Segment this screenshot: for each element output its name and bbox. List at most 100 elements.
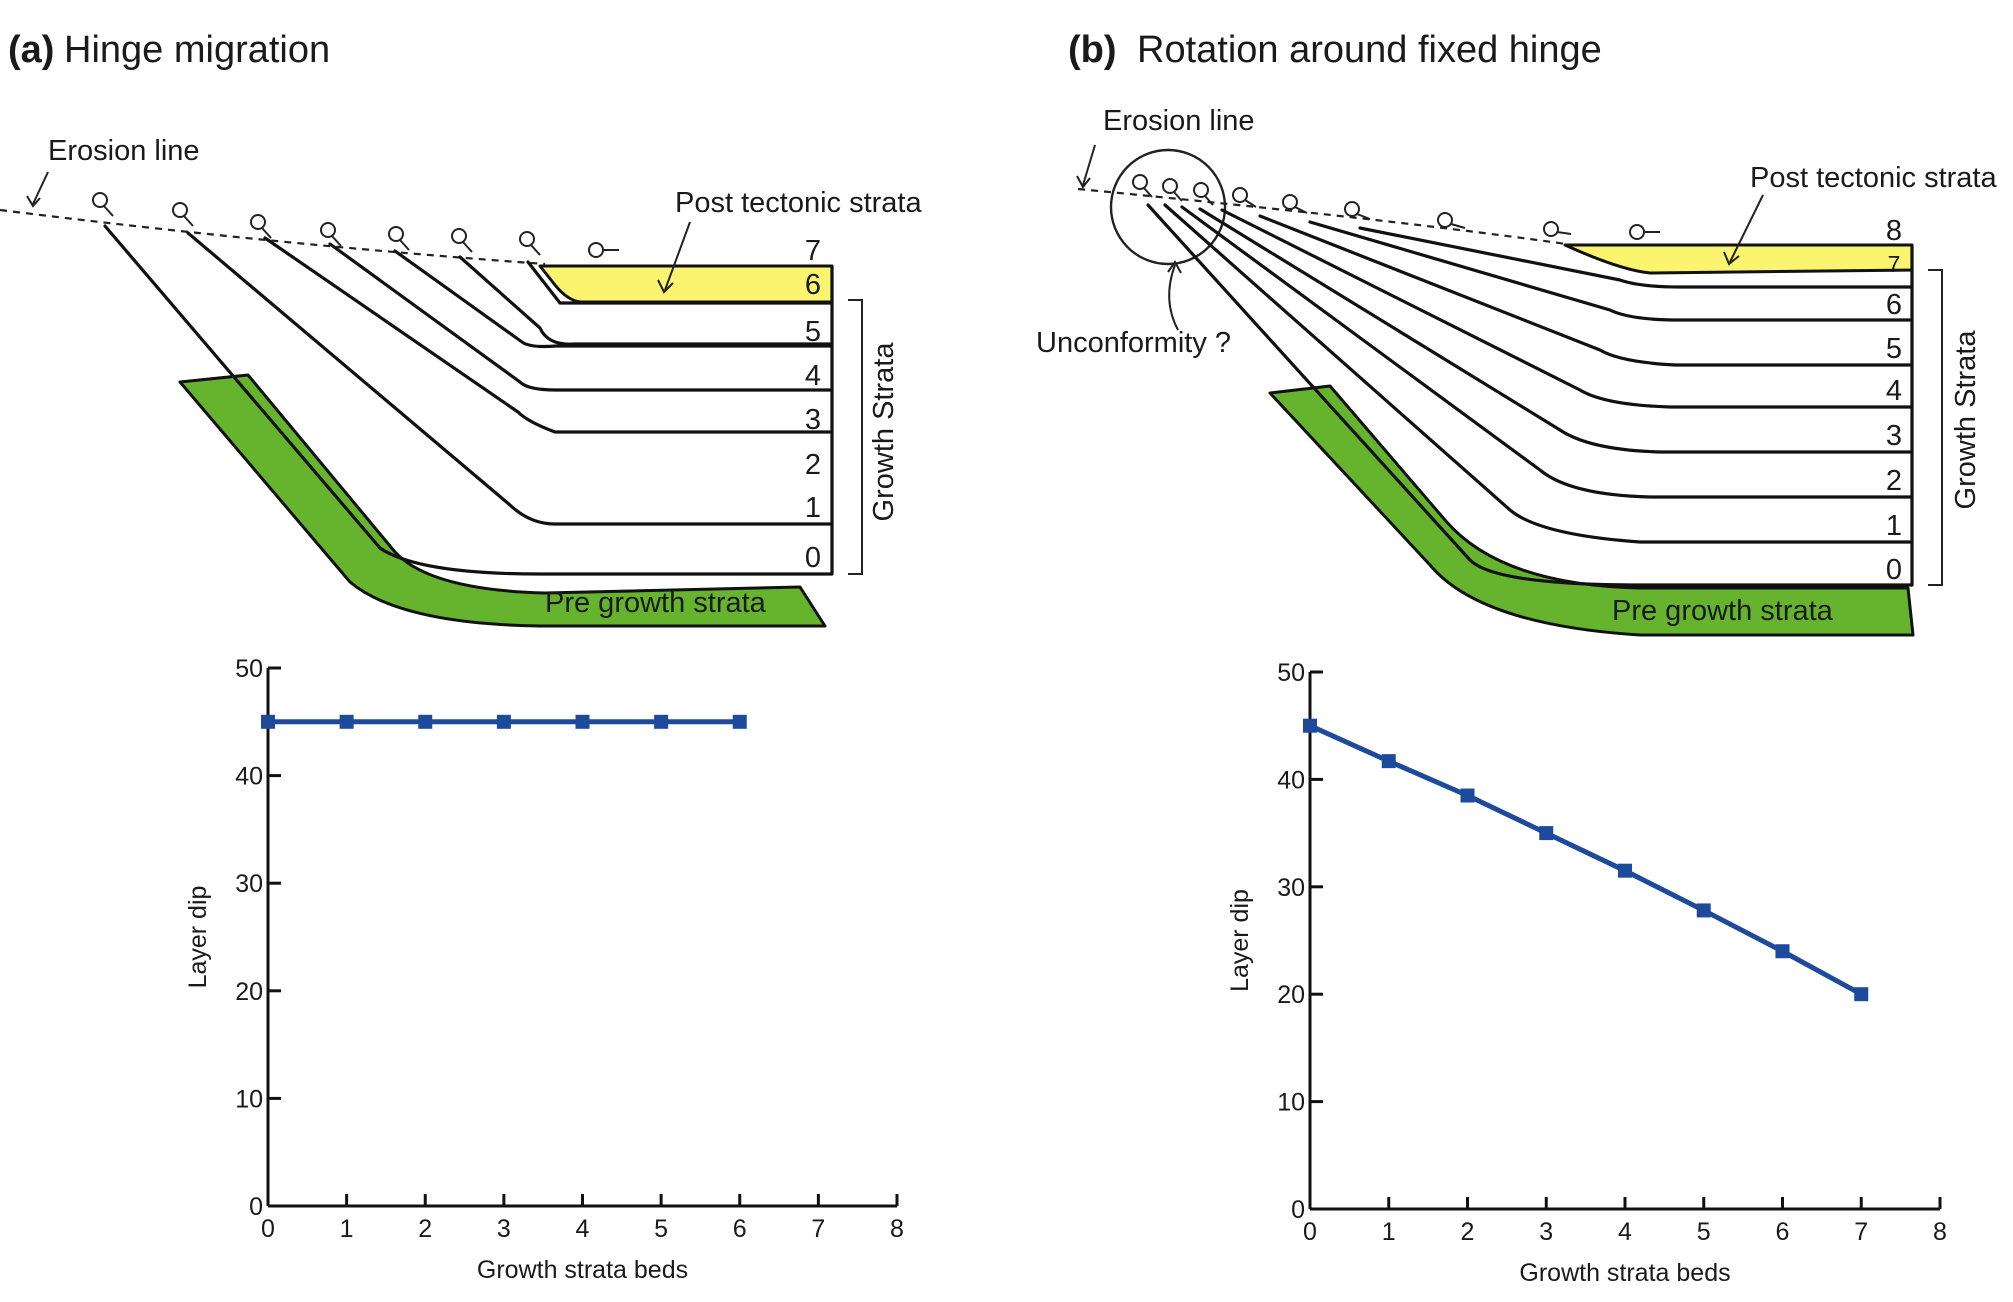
bed-number: 7	[805, 235, 821, 267]
y-tick-label: 10	[1277, 1089, 1305, 1117]
panel-a-erosion-arrow	[32, 171, 49, 205]
panel-b-stratum-7	[1358, 226, 1914, 289]
panel-a: (a) Hinge migration Erosion line Pre gro…	[0, 29, 922, 628]
panel-a-erosion-label: Erosion line	[48, 135, 200, 167]
data-point	[732, 714, 747, 729]
y-tick-label: 50	[235, 655, 263, 683]
panel-a-stratum-6	[526, 260, 834, 305]
bed-number: 1	[805, 492, 821, 524]
x-tick-label: 2	[1461, 1218, 1475, 1246]
bed-number: 0	[1886, 554, 1902, 586]
panel-a-post-tectonic-arrowhead	[657, 279, 674, 294]
data-point	[1381, 754, 1396, 769]
x-tick-label: 5	[654, 1215, 668, 1243]
data-point	[575, 714, 590, 729]
data-point	[1696, 903, 1711, 918]
hinge-pin-icon	[1437, 212, 1466, 229]
panel-a-pre-growth-strata	[178, 373, 827, 628]
y-tick-label: 50	[1277, 659, 1305, 687]
panel-b-stratum-6	[1308, 220, 1914, 322]
panel-a-erosion-line	[0, 208, 546, 266]
y-axis-label: Layer dip	[184, 886, 212, 989]
hinge-pin-icon	[1132, 174, 1153, 198]
bed-number: 3	[805, 404, 821, 436]
data-point	[654, 714, 669, 729]
panel-b-unconformity-arrow	[1168, 264, 1179, 331]
bed-number: 2	[805, 449, 821, 481]
hinge-pin-icon	[519, 231, 541, 256]
hinge-pin-icon	[1193, 182, 1214, 206]
data-point	[339, 714, 354, 729]
hinge-pin-icon	[1344, 201, 1371, 220]
hinge-pin-icon	[92, 192, 114, 217]
y-tick-label: 30	[235, 870, 263, 898]
y-tick-label: 40	[235, 763, 263, 791]
y-tick-label: 0	[1291, 1196, 1305, 1224]
panel-b-hinge-pins	[1132, 174, 1660, 240]
bed-number: 1	[1886, 510, 1902, 542]
bed-number: 4	[1886, 375, 1902, 407]
x-tick-label: 5	[1697, 1218, 1711, 1246]
hinge-pin-icon	[1543, 221, 1572, 237]
panel-a-title: Hinge migration	[64, 29, 330, 71]
panel-a-stratum-0	[103, 224, 834, 576]
panel-b-post-tectonic-label: Post tectonic strata	[1750, 162, 1997, 194]
data-point	[496, 714, 511, 729]
panel-b-erosion-label: Erosion line	[1103, 105, 1255, 137]
chart-b: 0 10 20 30 40 50 0 1 2 3 4 5 6 7 8 Growth strata beds La…	[1226, 659, 1947, 1287]
x-tick-label: 6	[1776, 1218, 1790, 1246]
panel-a-stratum-1	[186, 231, 834, 526]
panel-b-unconformity-arrowhead	[1167, 260, 1182, 274]
chart-a: 0 10 20 30 40 50 0 1 2 3 4 5 6 7 8 Growth strata beds La…	[184, 655, 904, 1284]
panel-b-stratum-3	[1198, 207, 1914, 454]
panel-b: (b) Rotation around fixed hinge Erosion …	[1036, 29, 1997, 637]
x-tick-label: 3	[1539, 1218, 1553, 1246]
x-tick-label: 2	[418, 1215, 432, 1243]
bed-number: 8	[1886, 215, 1902, 247]
x-axis-label: Growth strata beds	[477, 1256, 688, 1284]
data-point	[1775, 944, 1790, 959]
hinge-pin-icon	[250, 214, 272, 239]
panel-a-pre-growth-label: Pre growth strata	[545, 587, 767, 619]
panel-a-hinge-pins	[92, 192, 619, 258]
x-tick-label: 1	[1382, 1218, 1396, 1246]
x-tick-label: 1	[340, 1215, 354, 1243]
bed-number: 4	[805, 360, 821, 392]
panel-b-post-tectonic-arrow	[1729, 194, 1764, 263]
hinge-pin-icon	[1162, 178, 1183, 202]
panel-a-bed-numbers: 0 1 2 3 4 5 6 7	[805, 235, 821, 574]
panel-b-post-tectonic-strata	[1563, 243, 1914, 275]
panel-b-bed-numbers: 0 1 2 3 4 5 6 7 8	[1886, 215, 1902, 586]
bed-number: 7	[1888, 251, 1901, 277]
panel-a-post-tectonic-label: Post tectonic strata	[675, 187, 922, 219]
data-point	[1539, 826, 1554, 841]
x-tick-label: 3	[497, 1215, 511, 1243]
panel-a-stratum-2	[263, 236, 834, 434]
bed-number: 6	[805, 269, 821, 301]
x-tick-label: 7	[811, 1215, 825, 1243]
panel-b-growth-bracket	[1928, 269, 1943, 586]
x-tick-label: 4	[1618, 1218, 1632, 1246]
panel-a-stratum-3	[328, 242, 834, 392]
hinge-pin-icon	[588, 242, 619, 258]
panel-b-unconformity-circle	[1109, 148, 1227, 266]
panel-a-post-tectonic-arrow	[664, 221, 691, 291]
panel-b-stratum-2	[1180, 205, 1914, 499]
x-axis-label: Growth strata beds	[1519, 1259, 1730, 1287]
y-tick-label: 0	[249, 1193, 263, 1221]
panel-b-post-tectonic-arrowhead	[1723, 251, 1740, 266]
x-tick-label: 6	[733, 1215, 747, 1243]
panel-a-post-tectonic-strata	[538, 264, 834, 304]
panel-b-erosion-line	[1077, 187, 1581, 248]
y-tick-label: 30	[1277, 874, 1305, 902]
hinge-pin-icon	[1282, 194, 1308, 214]
bed-number: 3	[1886, 420, 1902, 452]
data-point	[1460, 788, 1475, 803]
y-tick-label: 40	[1277, 766, 1305, 794]
hinge-pin-icon	[1629, 224, 1660, 240]
x-tick-label: 7	[1854, 1218, 1868, 1246]
series-line	[1308, 723, 1863, 997]
panel-b-erosion-arrow	[1082, 144, 1096, 186]
hinge-pin-icon	[451, 228, 473, 253]
bed-number: 6	[1886, 289, 1902, 321]
